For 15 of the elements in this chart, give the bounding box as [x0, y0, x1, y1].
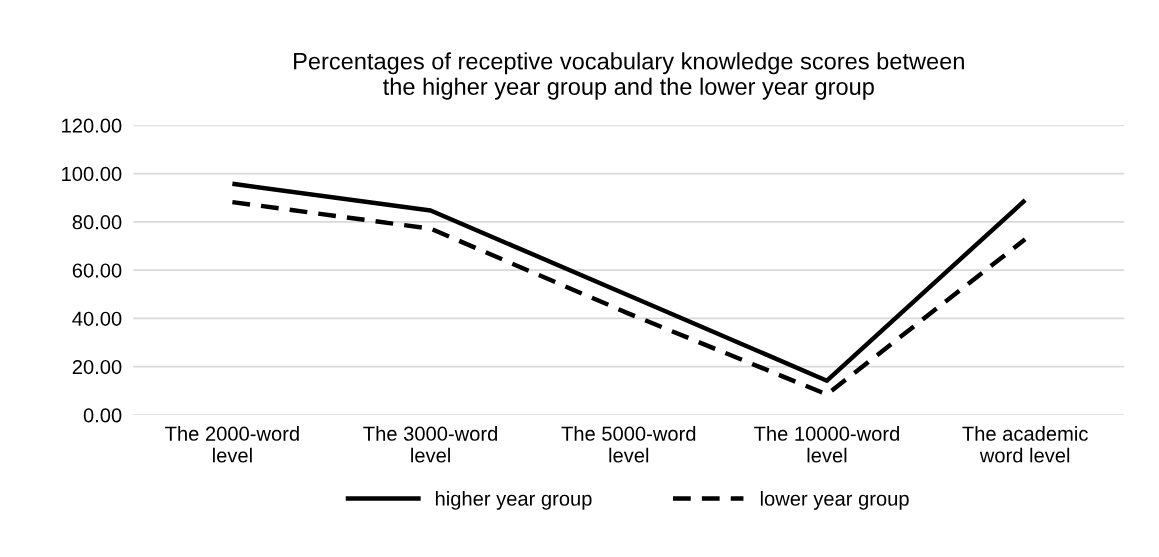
x-tick-label: The 3000-word level: [363, 426, 497, 463]
y-tick-label: 40.00: [72, 311, 122, 326]
y-tick-label: 120.00: [62, 118, 122, 133]
legend-label: higher year group: [435, 491, 592, 510]
chart-title: Percentages of receptive vocabulary knowledge scores between the higher year group and the lower year group: [294, 52, 964, 100]
legend-label: lower year group: [760, 491, 909, 510]
y-tick-label: 100.00: [62, 166, 122, 182]
y-tick-label: 20.00: [72, 359, 122, 375]
x-tick-label: The 2000-word level: [165, 426, 299, 463]
x-tick-label: The 5000-word level: [561, 426, 696, 463]
y-tick-label: 0.00: [83, 408, 122, 423]
y-tick-label: 80.00: [72, 215, 122, 230]
y-tick-label: 60.00: [72, 263, 122, 278]
x-tick-label: The academic word level: [962, 426, 1088, 463]
x-tick-label: The 10000-word level: [754, 426, 899, 463]
